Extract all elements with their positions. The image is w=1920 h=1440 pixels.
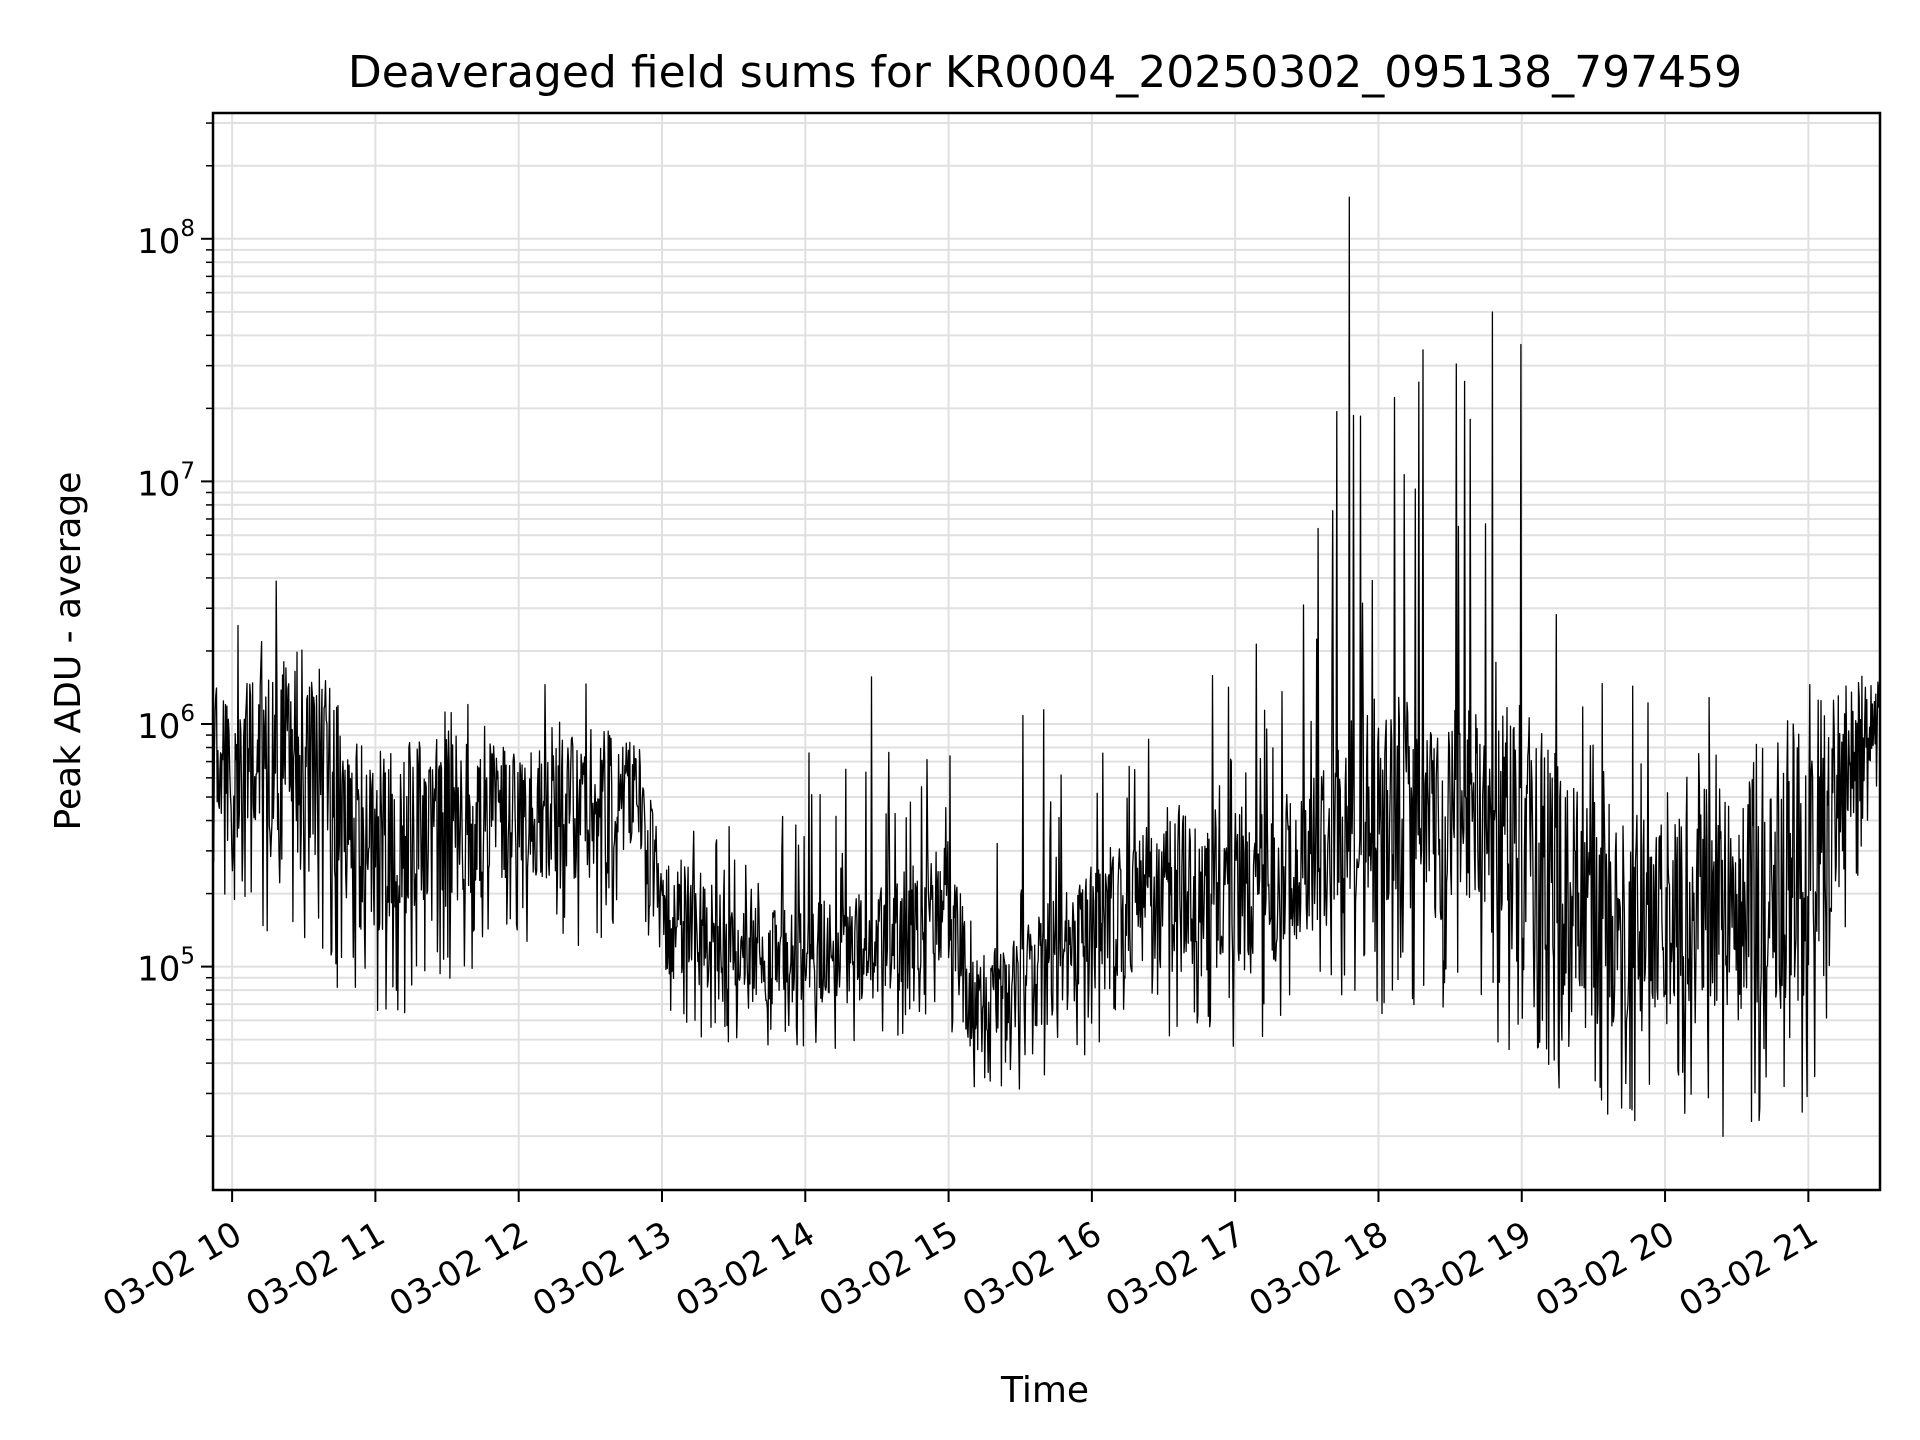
x-axis-label: Time: [1000, 1370, 1089, 1411]
y-axis-label: Peak ADU - average: [48, 472, 89, 831]
data-series: [212, 196, 1881, 1138]
series-line: [212, 196, 1881, 1138]
chart-title: Deaveraged field sums for KR0004_2025030…: [348, 47, 1742, 98]
